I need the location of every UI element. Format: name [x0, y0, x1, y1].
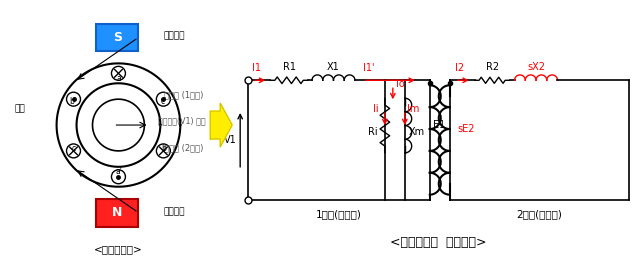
- Text: a: a: [116, 74, 121, 83]
- Circle shape: [111, 66, 125, 80]
- Text: b: b: [161, 144, 166, 153]
- Text: Io: Io: [396, 79, 404, 89]
- Text: 회전자계: 회전자계: [163, 32, 185, 41]
- Text: I2: I2: [455, 63, 464, 73]
- Circle shape: [156, 144, 170, 158]
- FancyBboxPatch shape: [96, 24, 138, 51]
- Text: 회전자계: 회전자계: [163, 207, 185, 217]
- Text: I1': I1': [363, 63, 374, 73]
- Text: sE2: sE2: [458, 124, 475, 134]
- FancyBboxPatch shape: [96, 199, 138, 227]
- Text: Xm: Xm: [409, 127, 425, 137]
- Text: a': a': [115, 167, 122, 176]
- Text: Ii: Ii: [373, 104, 379, 114]
- Text: b': b': [69, 97, 76, 106]
- Text: R2: R2: [485, 62, 499, 72]
- Text: 교류전류(V1) 공급: 교류전류(V1) 공급: [158, 116, 206, 125]
- Text: <유도전동기  등가회로>: <유도전동기 등가회로>: [390, 236, 487, 249]
- Text: 1차측(고정자): 1차측(고정자): [316, 210, 362, 219]
- Text: N: N: [113, 206, 123, 219]
- Text: Ri: Ri: [368, 127, 377, 137]
- Text: c': c': [161, 97, 167, 106]
- Text: 공극: 공극: [15, 104, 26, 113]
- Text: E1: E1: [433, 120, 445, 130]
- Text: Im: Im: [407, 104, 419, 114]
- Polygon shape: [210, 103, 232, 147]
- Text: X1: X1: [327, 62, 340, 72]
- Text: S: S: [113, 31, 122, 44]
- Circle shape: [66, 92, 80, 106]
- Text: V1: V1: [224, 135, 237, 145]
- Text: c: c: [72, 144, 76, 153]
- Text: sX2: sX2: [527, 62, 545, 72]
- Text: R1: R1: [282, 62, 296, 72]
- Text: 2차측(회전자): 2차측(회전자): [516, 210, 563, 219]
- Text: 고정자 (1차측): 고정자 (1차측): [165, 90, 204, 99]
- Text: <유도전동기>: <유도전동기>: [94, 244, 143, 254]
- Text: I1: I1: [252, 63, 261, 73]
- Text: 회전자 (2차측): 회전자 (2차측): [165, 143, 204, 152]
- Circle shape: [111, 170, 125, 184]
- Circle shape: [66, 144, 80, 158]
- Circle shape: [156, 92, 170, 106]
